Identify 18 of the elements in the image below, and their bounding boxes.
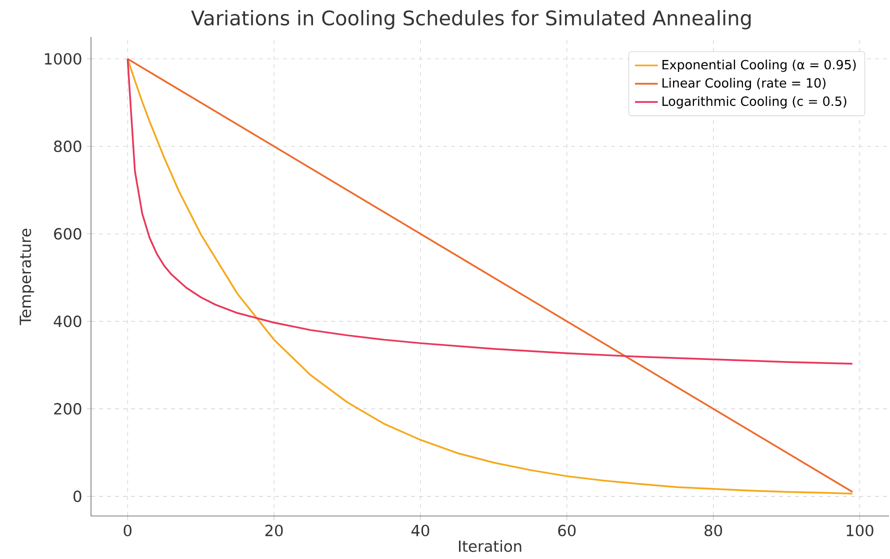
- y-tick-label: 200: [54, 403, 82, 415]
- y-tick-label: 0: [74, 490, 82, 502]
- y-axis-title: Temperature: [20, 228, 34, 326]
- legend-label: Exponential Cooling (α = 0.95): [662, 60, 856, 72]
- x-tick-label: 40: [411, 524, 430, 536]
- y-tick-label: 800: [54, 140, 82, 152]
- y-tick-label: 400: [54, 316, 82, 328]
- legend-label: Logarithmic Cooling (c = 0.5): [662, 96, 846, 108]
- y-tick-label: 1000: [44, 53, 82, 65]
- y-tick-label: 600: [54, 228, 82, 240]
- chart-title: Variations in Cooling Schedules for Simulated Annealing: [191, 10, 751, 30]
- legend-label: Linear Cooling (rate = 10): [662, 78, 826, 90]
- x-tick-label: 0: [124, 524, 132, 536]
- x-tick-label: 60: [558, 524, 576, 536]
- x-axis-title: Iteration: [458, 540, 522, 552]
- x-tick-label: 20: [265, 524, 283, 536]
- x-tick-label: 100: [846, 524, 874, 536]
- x-tick-label: 80: [704, 524, 722, 536]
